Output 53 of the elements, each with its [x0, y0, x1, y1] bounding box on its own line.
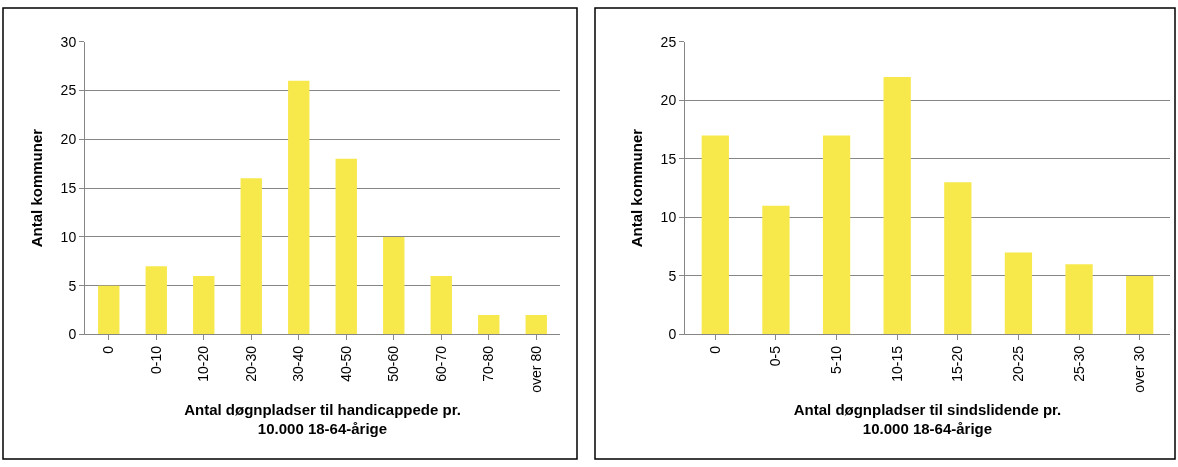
y-axis-title: Antal kommuner: [627, 128, 645, 248]
x-tick-label: 0-5: [767, 345, 784, 367]
y-tick-label: 20: [660, 92, 677, 109]
bar: [145, 266, 167, 335]
x-tick-label: over 80: [527, 345, 544, 393]
y-axis-title: Antal kommuner: [27, 128, 45, 248]
x-tick-label: 0-10: [147, 345, 164, 375]
x-tick-label: 40-50: [337, 345, 354, 382]
bar: [383, 236, 405, 335]
x-axis-title: Antal døgnpladser til handicappede pr. 10.000 18-64-årige: [184, 400, 461, 438]
x-tick-label: 20-30: [242, 345, 259, 382]
x-tick-label: 10-15: [888, 345, 905, 382]
x-tick-label: over 30: [1131, 345, 1148, 393]
x-tick-label: 20-25: [1009, 345, 1026, 382]
bar: [240, 178, 262, 335]
bar: [1126, 275, 1154, 335]
y-tick-label: 15: [660, 150, 677, 167]
y-tick-label: 20: [60, 131, 77, 148]
x-tick-label: 0: [706, 345, 723, 354]
bar: [478, 314, 500, 335]
bar: [335, 158, 357, 335]
bar: [98, 285, 120, 335]
bar: [525, 314, 547, 335]
bar: [430, 275, 452, 335]
x-tick-label: 30-40: [290, 345, 307, 382]
bar: [1065, 264, 1093, 335]
x-tick-label: 70-80: [480, 345, 497, 382]
bar: [883, 76, 911, 335]
x-tick-label: 10-20: [195, 345, 212, 382]
x-tick-label: 5-10: [828, 345, 845, 375]
x-tick-label: 60-70: [432, 345, 449, 382]
bar: [944, 182, 972, 335]
bar: [762, 205, 790, 335]
bar: [288, 80, 310, 335]
y-tick-label: 0: [68, 326, 77, 343]
y-tick-label: 25: [60, 82, 77, 99]
y-tick-label: 30: [60, 33, 77, 50]
y-tick-label: 5: [68, 277, 77, 294]
y-tick-label: 25: [660, 33, 677, 50]
bar: [701, 135, 729, 335]
x-tick-label: 0: [100, 345, 117, 354]
x-tick-label: 15-20: [949, 345, 966, 382]
y-tick-label: 5: [668, 267, 677, 284]
bar: [193, 275, 215, 335]
x-axis-title: Antal døgnpladser til sindslidende pr. 10.000 18-64-årige: [793, 400, 1062, 438]
y-tick-label: 15: [60, 180, 77, 197]
x-tick-label: 50-60: [385, 345, 402, 382]
y-tick-label: 10: [60, 228, 77, 245]
y-tick-label: 10: [660, 209, 677, 226]
bar: [1004, 252, 1033, 335]
y-tick-label: 0: [668, 326, 677, 343]
x-tick-label: 25-30: [1070, 345, 1087, 382]
bar: [822, 135, 851, 335]
